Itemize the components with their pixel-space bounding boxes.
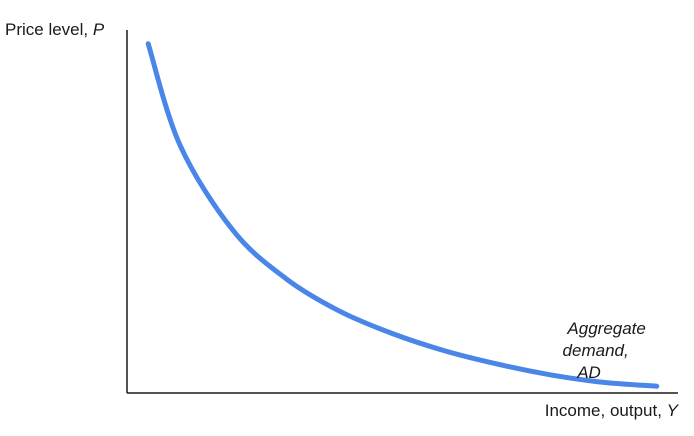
y-axis-label: Price level, P [5,20,105,39]
aggregate-demand-curve [145,41,660,389]
curve-label-line-2: demand, [563,341,629,360]
x-axis-label: Income, output, Y [545,401,680,420]
curve-label-line-3: AD [576,363,601,382]
curve-label: Aggregate demand, AD [563,319,651,382]
curve-label-line-1: Aggregate [566,319,645,338]
